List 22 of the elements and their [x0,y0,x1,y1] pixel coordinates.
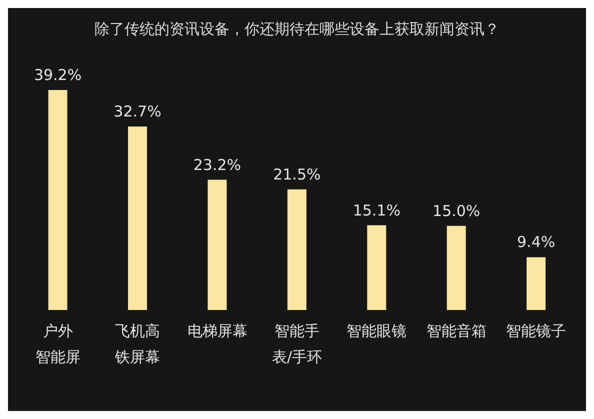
chart-title: 除了传统的资讯设备，你还期待在哪些设备上获取新闻资讯？ [94,19,500,40]
bar [367,225,386,310]
data-label: 23.2% [193,156,242,174]
x-tick-label: 智能镜子 [506,322,566,340]
x-tick-label: 智能手表/手环 [272,322,322,366]
x-tick-label: 智能音箱 [426,322,486,340]
data-label: 32.7% [114,102,162,120]
bar [208,180,227,310]
data-label: 9.4% [517,233,556,252]
x-tick-label: 电梯屏幕 [187,322,248,340]
data-label: 15.1% [352,201,400,220]
data-label: 21.5% [273,165,321,184]
x-tick-label: 户外智能屏 [35,322,80,366]
bar [526,257,546,310]
bar [48,90,68,310]
data-label: 39.2% [34,66,82,84]
data-label: 15.0% [432,202,480,220]
x-tick-label: 飞机高铁屏幕 [114,322,160,366]
bar [287,189,306,310]
bar [128,126,148,310]
x-tick-label: 智能眼镜 [346,322,407,340]
bar [446,226,466,310]
